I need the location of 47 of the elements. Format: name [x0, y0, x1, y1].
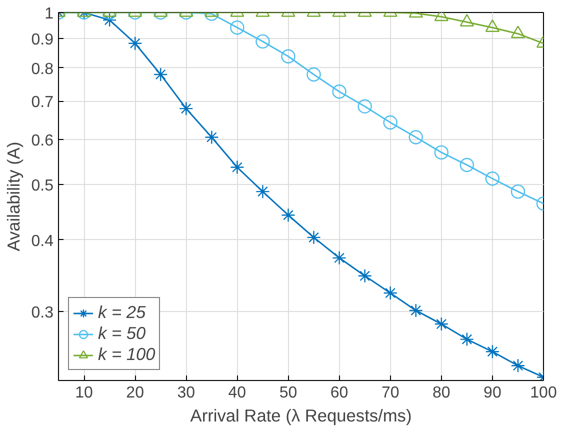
x-tick-label: 30: [177, 384, 196, 402]
point: [204, 130, 219, 144]
x-tick-label: 40: [228, 384, 246, 402]
point: [485, 344, 500, 359]
legend-label: k = 50: [98, 323, 146, 344]
point: [485, 172, 500, 186]
point: [383, 286, 398, 300]
y-tick-label: 0.3: [31, 304, 54, 322]
point: [460, 332, 474, 346]
y-tick-label: 0.6: [31, 132, 54, 150]
y-axis-title: Availability (A): [3, 142, 24, 252]
point: [434, 316, 448, 332]
point: [434, 145, 448, 160]
point: [460, 158, 474, 172]
point: [306, 230, 321, 245]
point: [510, 184, 526, 199]
x-tick-label: 50: [279, 384, 298, 402]
y-tick-label: 1: [44, 6, 54, 22]
point: [281, 208, 296, 222]
point: [358, 268, 372, 283]
x-tick-label: 20: [126, 384, 144, 402]
x-tick-label: 60: [330, 384, 348, 402]
x-tick-label: 70: [381, 384, 400, 402]
point: [306, 67, 321, 82]
x-tick-label: 10: [75, 384, 94, 402]
point: [332, 250, 346, 266]
y-tick-label: 0.4: [31, 232, 54, 250]
point: [179, 101, 194, 116]
point: [332, 84, 346, 99]
y-tick-label: 0.9: [31, 32, 54, 49]
x-tick-label: 100: [530, 384, 557, 402]
point: [408, 303, 423, 318]
point: [408, 130, 423, 144]
y-tick-label: 0.8: [31, 60, 54, 78]
x-axis-title: Arrival Rate (λ Requests/ms): [190, 406, 412, 426]
y-tick-label: 0.7: [31, 94, 54, 112]
point: [230, 160, 244, 174]
y-tick-label: 0.5: [31, 178, 54, 195]
point: [256, 184, 270, 199]
point: [154, 67, 168, 82]
legend-label: k = 100: [98, 344, 156, 365]
x-tick-label: 80: [432, 384, 450, 402]
x-tick-label: 90: [484, 384, 502, 402]
point: [510, 358, 526, 373]
point: [383, 115, 398, 130]
legend-label: k = 25: [98, 302, 146, 323]
point: [358, 99, 372, 114]
